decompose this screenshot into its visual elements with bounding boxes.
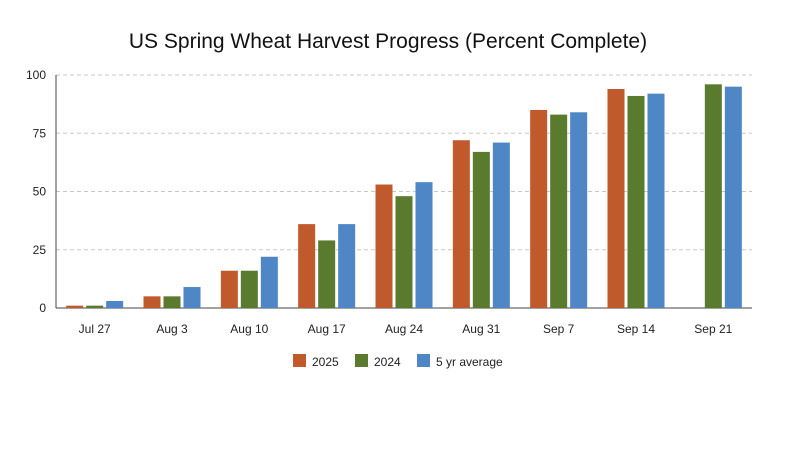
x-tick-label: Jul 27 [79, 322, 111, 336]
bar [163, 296, 181, 308]
bar [724, 86, 742, 309]
bar [570, 112, 588, 308]
x-tick-label: Aug 17 [308, 322, 346, 336]
x-tick-label: Aug 3 [156, 322, 188, 336]
legend-swatch [417, 354, 430, 367]
y-tick-label: 25 [33, 243, 47, 257]
bar [220, 270, 238, 308]
bar [240, 270, 258, 308]
bar [375, 184, 393, 308]
y-tick-label: 50 [33, 185, 47, 199]
legend-swatch [293, 354, 306, 367]
legend-label: 2025 [312, 355, 339, 369]
bar [86, 305, 104, 308]
bar [627, 95, 645, 308]
y-tick-label: 75 [33, 126, 47, 140]
bar [395, 196, 413, 308]
x-tick-label: Aug 24 [385, 322, 423, 336]
bar [260, 256, 278, 308]
bar [492, 142, 510, 308]
x-tick-label: Aug 10 [230, 322, 268, 336]
bar [143, 296, 161, 308]
bar [472, 151, 490, 308]
bar [106, 301, 124, 308]
bar [338, 224, 356, 308]
y-tick-label: 0 [39, 301, 46, 315]
bar [415, 182, 433, 308]
x-tick-label: Sep 21 [694, 322, 732, 336]
x-tick-label: Sep 14 [617, 322, 655, 336]
bar [318, 240, 336, 308]
x-tick-label: Sep 7 [543, 322, 575, 336]
bar [183, 287, 201, 308]
bar [550, 114, 568, 308]
chart-title: US Spring Wheat Harvest Progress (Percen… [128, 30, 648, 53]
x-tick-label: Aug 31 [462, 322, 500, 336]
legend-swatch [355, 354, 368, 367]
bar [66, 305, 84, 308]
bar [647, 93, 665, 308]
bar [704, 84, 722, 308]
bar [452, 140, 470, 308]
legend-label: 2024 [374, 355, 401, 369]
y-tick-label: 100 [26, 68, 46, 82]
legend-label: 5 yr average [436, 355, 503, 369]
bar [298, 224, 316, 308]
bar [530, 109, 548, 308]
bar [607, 88, 625, 308]
